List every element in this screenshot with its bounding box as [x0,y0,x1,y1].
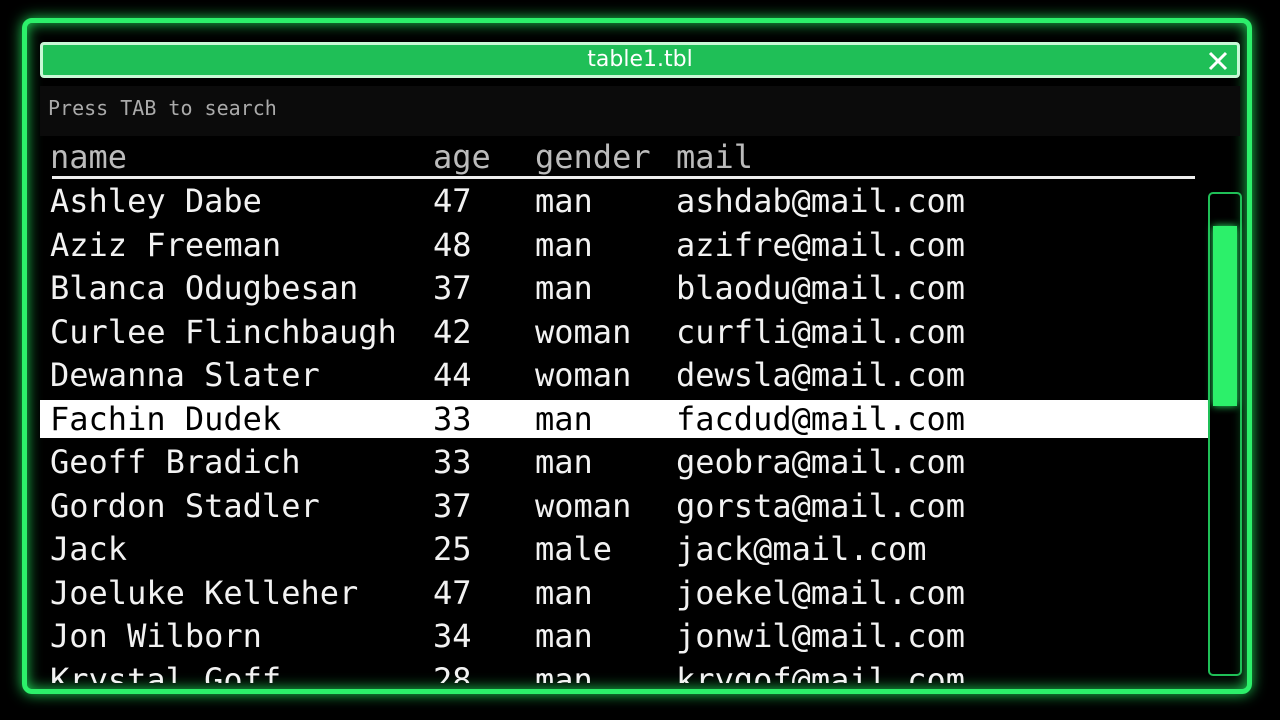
table-cell: Joeluke Kelleher [50,573,359,612]
table-cell: joekel@mail.com [676,573,965,612]
close-button[interactable] [1207,50,1229,72]
table-cell: male [535,530,613,568]
table-cell: 44 [433,356,472,394]
window-frame [22,18,1252,694]
table-cell: dewsla@mail.com [676,356,965,394]
table-cell: woman [535,486,632,525]
table-cell: 47 [433,182,472,220]
table-cell: 28 [433,660,472,684]
table-cell: 37 [433,269,472,307]
window-title: table1.tbl [587,47,693,72]
table-cell: 33 [433,443,472,481]
table-cell: jonwil@mail.com [676,617,965,655]
title-bar: table1.tbl [40,42,1240,78]
table-row[interactable]: Dewanna Slater 44 woman dewsla@mail.com [40,356,1208,394]
table-row[interactable]: Jack 25 male jack@mail.com [40,530,1208,568]
table-cell: Aziz Freeman [50,225,282,264]
table-cell: 34 [433,617,472,655]
table-cell: woman [535,312,632,351]
table-cell: 47 [433,573,472,612]
table-cell: blaodu@mail.com [676,269,965,307]
column-header[interactable]: age [433,138,491,176]
table-cell: woman [535,356,632,394]
table-cell: man [535,573,593,612]
table-row[interactable]: Blanca Odugbesan 37 man blaodu@mail.com [40,269,1208,307]
scrollbar[interactable] [1208,192,1242,676]
table-cell: curfli@mail.com [676,312,965,351]
table-cell: man [535,617,593,655]
table-cell: 37 [433,486,472,525]
table-cell: Curlee Flinchbaugh [50,312,397,351]
table-row[interactable]: Fachin Dudek 33 man facdud@mail.com [40,399,1208,438]
table-cell: Dewanna Slater [50,356,320,394]
table-cell: Blanca Odugbesan [50,269,359,307]
table-cell: man [535,660,593,684]
table-cell: man [535,269,593,307]
header-underline [52,176,1195,179]
search-box[interactable]: Press TAB to search [40,86,1240,136]
table-cell: Geoff Bradich [50,443,301,481]
table-cell: Jack [50,530,128,568]
table-cell: man [535,399,593,438]
table-cell: Ashley Dabe [50,182,262,220]
table-cell: Fachin Dudek [50,399,282,438]
table: name age gender mail Ashley Dabe 47 man ashdab@… [40,138,1210,683]
table-row[interactable]: Krystal Goff 28 man krygof@mail.com [40,661,1208,684]
table-row[interactable]: Jon Wilborn 34 man jonwil@mail.com [40,617,1208,655]
search-placeholder: Press TAB to search [48,96,277,120]
column-header[interactable]: name [50,138,128,176]
table-cell: man [535,182,593,220]
table-cell: man [535,225,593,264]
table-row[interactable]: Curlee Flinchbaugh 42 woman curfli@mail.com [40,313,1208,351]
table-cell: Krystal Goff [50,660,282,684]
table-row[interactable]: Aziz Freeman 48 man azifre@mail.com [40,226,1208,264]
table-cell: Gordon Stadler [50,486,320,525]
table-cell: man [535,443,593,481]
table-cell: 33 [433,399,472,438]
table-row[interactable]: Ashley Dabe 47 man ashdab@mail.com [40,182,1208,220]
column-header[interactable]: mail [676,138,754,176]
table-cell: krygof@mail.com [676,660,965,684]
table-cell: geobra@mail.com [676,443,965,481]
table-row[interactable]: Geoff Bradich 33 man geobra@mail.com [40,443,1208,481]
table-cell: azifre@mail.com [676,225,965,264]
table-cell: facdud@mail.com [676,399,965,438]
table-cell: 48 [433,225,472,264]
scroll-thumb[interactable] [1213,226,1237,406]
table-cell: 25 [433,530,472,568]
column-header[interactable]: gender [535,138,651,176]
table-cell: jack@mail.com [676,530,927,568]
header-row: name age gender mail [40,138,1208,176]
table-row[interactable]: Gordon Stadler 37 woman gorsta@mail.com [40,487,1208,525]
table-cell: 42 [433,312,472,351]
table-row[interactable]: Joeluke Kelleher 47 man joekel@mail.com [40,574,1208,612]
table-cell: Jon Wilborn [50,617,262,655]
table-cell: ashdab@mail.com [676,182,965,220]
table-cell: gorsta@mail.com [676,486,965,525]
